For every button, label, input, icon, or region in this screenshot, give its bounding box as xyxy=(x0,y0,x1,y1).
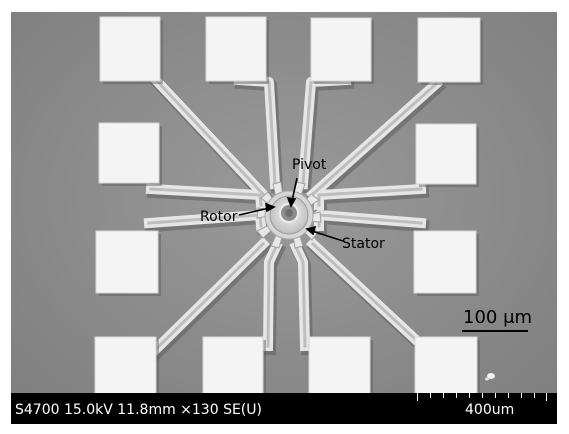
bond-pad xyxy=(310,17,372,82)
bond-pad xyxy=(413,230,477,294)
bond-pad xyxy=(415,123,477,185)
scale-bar-line xyxy=(462,330,528,332)
bond-pad xyxy=(308,336,371,400)
micromotor-image xyxy=(11,12,557,424)
annotation-arrows xyxy=(238,177,344,242)
scale-ticks xyxy=(417,393,547,401)
rotor-arrow xyxy=(238,207,270,216)
stator-arrowhead xyxy=(305,225,317,236)
bond-pad xyxy=(95,230,159,294)
rotor-arrowhead xyxy=(265,202,276,213)
bond-pad xyxy=(414,336,478,400)
bond-pad xyxy=(99,16,161,82)
micromotor-core xyxy=(256,181,322,249)
sem-scale-value: 400um xyxy=(465,402,515,418)
bond-pad xyxy=(417,17,481,83)
debris-particle xyxy=(485,373,495,381)
bond-pads xyxy=(94,16,483,402)
stator-label: Stator xyxy=(342,236,385,252)
sem-parameters: S4700 15.0kV 11.8mm ×130 SE(U) xyxy=(15,402,262,418)
pivot-label: Pivot xyxy=(292,157,327,173)
stator-arrow xyxy=(311,230,344,242)
scale-bar-label: 100 μm xyxy=(463,307,533,328)
bond-pad xyxy=(98,122,160,184)
sem-data-bar: S4700 15.0kV 11.8mm ×130 SE(U) 400um xyxy=(11,393,557,424)
bond-pad xyxy=(94,336,157,400)
bond-pad xyxy=(205,16,267,82)
pivot-arrow xyxy=(291,177,298,202)
bond-pad xyxy=(202,336,264,400)
rotor-label: Rotor xyxy=(200,209,238,225)
pivot-arrowhead xyxy=(286,197,297,208)
sem-micrograph: Pivot Rotor Stator 100 μm S4700 15.0kV 1… xyxy=(11,12,557,424)
